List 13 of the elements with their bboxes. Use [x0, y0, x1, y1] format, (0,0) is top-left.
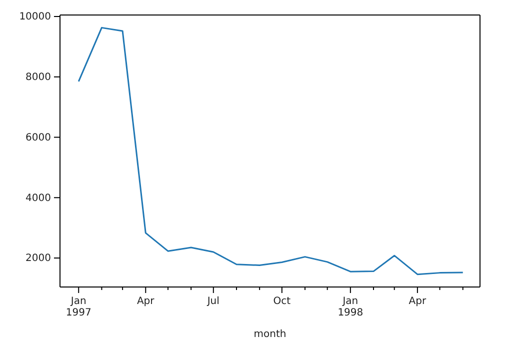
- y-tick-label: 2000: [26, 253, 51, 264]
- y-tick-label: 4000: [26, 192, 51, 204]
- y-tick-label: 8000: [26, 72, 51, 84]
- x-tick-label: Jan 1997: [66, 296, 92, 318]
- x-tick-label: Apr: [408, 296, 427, 307]
- x-tick-label: Oct: [273, 296, 291, 307]
- x-tick-label: Apr: [136, 296, 156, 307]
- x-tick-label: Jul: [206, 296, 220, 307]
- y-tick-label: 6000: [26, 132, 51, 144]
- x-axis-title: month: [254, 329, 286, 340]
- x-tick-label: Jan 1998: [338, 296, 364, 318]
- y-tick-label: 10000: [19, 12, 51, 23]
- line-series: [78, 26, 464, 276]
